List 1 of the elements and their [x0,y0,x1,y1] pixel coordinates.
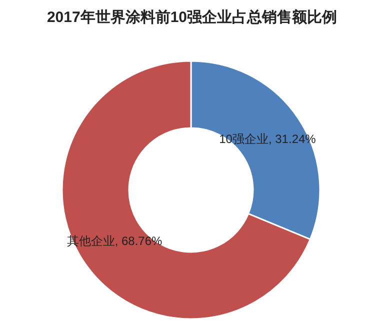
chart-title: 2017年世界涂料前10强企业占总销售额比例 [46,8,338,26]
